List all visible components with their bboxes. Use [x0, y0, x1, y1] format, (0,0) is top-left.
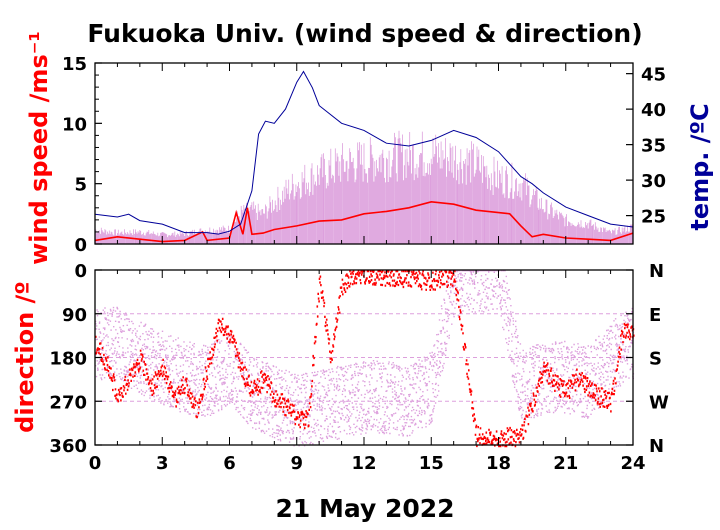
- temperature-tick-label: 45: [641, 65, 666, 86]
- wind-speed-tick-label: 0: [74, 235, 87, 256]
- direction-tick-label: 270: [49, 392, 87, 413]
- wind-speed-tick-label: 15: [62, 54, 87, 75]
- time-tick-label: 6: [223, 453, 236, 474]
- bottom-plot-data: [94, 270, 635, 448]
- top-plot-data: [94, 70, 634, 244]
- top-axis-ticks: 0 5 10 15 25 30 35 40 45: [62, 54, 666, 256]
- wind-speed-axis-label: wind speed /ms⁻¹: [25, 31, 53, 265]
- compass-tick-label: N: [649, 436, 664, 457]
- wind-speed-tick-label: 5: [74, 175, 87, 196]
- mean-wind-speed-line: [94, 200, 634, 243]
- time-tick-label: 0: [89, 453, 102, 474]
- compass-tick-label: W: [649, 392, 669, 413]
- top-panel: 0 5 10 15 25 30 35 40 45 wind speed /ms⁻¹ temp. …: [25, 31, 714, 265]
- direction-tick-label: 360: [49, 436, 87, 457]
- temperature-tick-label: 30: [641, 171, 666, 192]
- direction-tick-label: 180: [49, 349, 87, 370]
- time-tick-label: 3: [156, 453, 169, 474]
- direction-tick-label: 0: [74, 261, 87, 282]
- time-tick-label: 12: [351, 453, 376, 474]
- temperature-tick-label: 40: [641, 100, 666, 121]
- wind-speed-tick-label: 10: [62, 114, 87, 135]
- gust-direction-scatter: [94, 270, 635, 447]
- max-wind-speed-series: [94, 130, 634, 244]
- chart-title: Fukuoka Univ. (wind speed & direction): [87, 19, 642, 48]
- direction-axis-label: direction /º: [11, 281, 39, 433]
- time-tick-label: 15: [419, 453, 444, 474]
- time-tick-label: 18: [486, 453, 511, 474]
- time-tick-label: 21: [553, 453, 578, 474]
- compass-tick-label: S: [649, 349, 662, 370]
- time-tick-label: 9: [290, 453, 303, 474]
- compass-tick-label: N: [649, 261, 664, 282]
- temperature-line: [94, 70, 634, 235]
- time-tick-label: 24: [620, 453, 645, 474]
- temperature-tick-label: 25: [641, 207, 666, 228]
- temperature-tick-label: 35: [641, 136, 666, 157]
- direction-tick-label: 90: [62, 305, 87, 326]
- bottom-axis-ticks: 0 N 90 E 180 S 270 W 360 N 0 3 6 9 12 15 18 21 24: [49, 261, 669, 474]
- x-axis-label: 21 May 2022: [275, 494, 454, 523]
- compass-tick-label: E: [649, 305, 661, 326]
- bottom-panel: 0 N 90 E 180 S 270 W 360 N 0 3 6 9 12 15 18 21 24 directio…: [11, 261, 669, 474]
- temperature-axis-label: temp. /ºC: [686, 103, 714, 230]
